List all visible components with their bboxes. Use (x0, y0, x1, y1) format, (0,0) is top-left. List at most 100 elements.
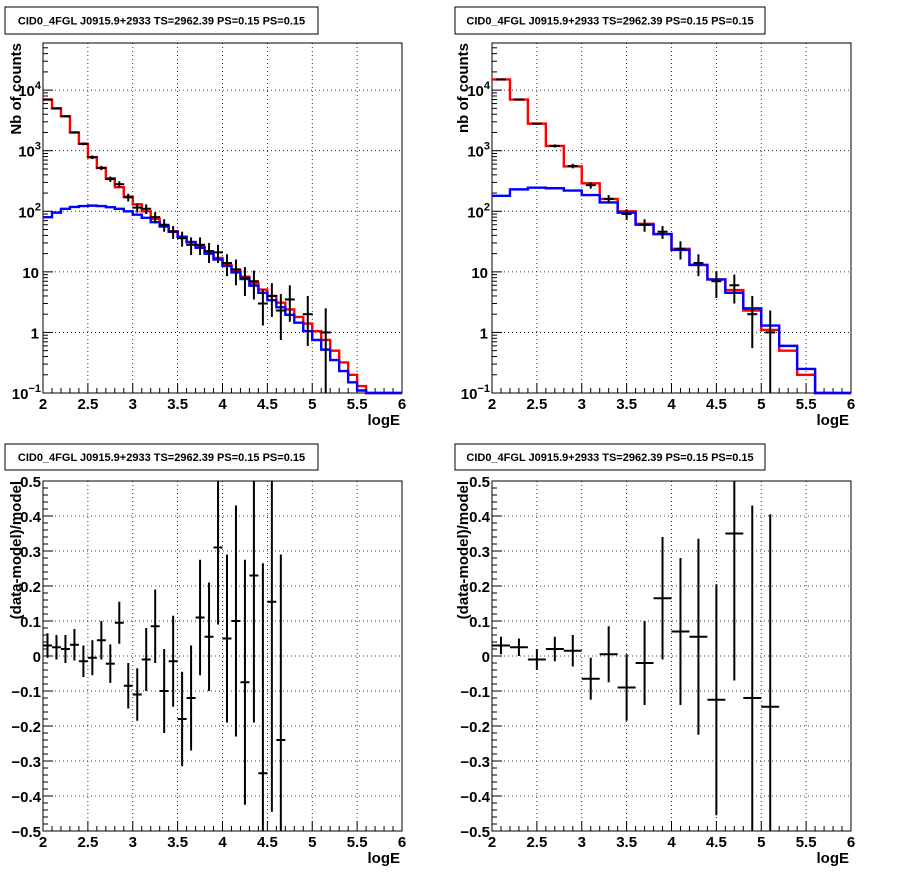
data-point (60, 635, 70, 663)
x-tick-label: 3 (578, 396, 586, 413)
data-point (267, 481, 277, 812)
data-point (531, 122, 542, 125)
y-tick-label: 0.5 (20, 474, 41, 491)
x-tick-label: 6 (398, 396, 406, 413)
x-tick-label: 2.5 (77, 396, 98, 413)
data-point (96, 621, 106, 660)
data-point (222, 554, 232, 723)
panel-title: CID0_4FGL J0915.9+2933 TS=2962.39 PS=0.1… (18, 452, 305, 464)
data-point (513, 98, 524, 101)
x-tick-label: 5 (757, 834, 765, 851)
data-point (248, 270, 259, 300)
y-axis-label: (data-model)/model (455, 481, 472, 619)
data-point (87, 640, 97, 676)
x-tick-label: 3.5 (616, 396, 637, 413)
y-tick-label: 1 (480, 325, 488, 342)
data-point (195, 559, 205, 676)
y-tick-label: 102 (467, 201, 490, 221)
data-point (123, 663, 133, 709)
x-tick-label: 5.5 (347, 834, 368, 851)
data-point (105, 176, 116, 182)
x-tick-label: 2 (39, 396, 47, 413)
data-point (204, 582, 214, 691)
data-point (230, 259, 241, 286)
y-tick-label: 10 (471, 265, 488, 282)
data-point (266, 283, 277, 317)
x-tick-label: 4.5 (706, 834, 727, 851)
data-point (639, 219, 650, 232)
data-point (603, 195, 614, 204)
data-point (42, 98, 53, 101)
y-axis-label: (data-model)/model (8, 481, 25, 619)
data-point (69, 629, 79, 661)
y-tick-label: 0.3 (20, 544, 41, 561)
x-tick-label: 3.5 (167, 834, 188, 851)
data-point (240, 559, 250, 805)
y-tick-label: 10−1 (461, 383, 490, 403)
data-point (96, 165, 107, 171)
series-line-1 (492, 186, 851, 395)
x-axis-ticks (491, 821, 852, 831)
x-tick-label: 4 (667, 396, 676, 413)
data-point (123, 193, 134, 202)
data-points (42, 98, 331, 393)
y-axis-label: Nb of counts (8, 43, 25, 135)
grid (43, 481, 402, 831)
x-axis-ticks (491, 383, 852, 393)
x-tick-label: 5.5 (347, 396, 368, 413)
x-tick-label: 6 (847, 834, 855, 851)
title-box (4, 6, 319, 35)
data-point (213, 481, 223, 625)
x-tick-label: 3.5 (616, 834, 637, 851)
title-box (454, 6, 766, 35)
data-point (621, 209, 632, 220)
data-point (675, 241, 686, 260)
data-point (302, 295, 313, 346)
data-point (87, 155, 98, 160)
data-point (635, 621, 654, 705)
data-point (186, 645, 196, 751)
y-tick-label: 0.2 (20, 579, 41, 596)
data-point (657, 226, 668, 239)
y-tick-label: 0.3 (469, 544, 490, 561)
data-point (132, 668, 142, 721)
data-point (725, 481, 744, 681)
data-point (653, 537, 672, 660)
y-tick-label: −0.1 (460, 684, 490, 701)
x-tick-label: 2.5 (526, 396, 547, 413)
panel-bl: CID0_4FGL J0915.9+2933 TS=2962.39 PS=0.1… (4, 443, 406, 867)
y-tick-label: −0.1 (11, 684, 41, 701)
y-axis-ticks (43, 480, 53, 832)
x-tick-label: 5 (757, 396, 765, 413)
data-point (78, 142, 89, 146)
title-box (4, 443, 319, 471)
panel-title: CID0_4FGL J0915.9+2933 TS=2962.39 PS=0.1… (466, 452, 753, 464)
y-tick-label: −0.3 (11, 754, 41, 771)
data-point (320, 308, 331, 393)
panel-title: CID0_4FGL J0915.9+2933 TS=2962.39 PS=0.1… (466, 16, 753, 28)
data-point (51, 635, 61, 660)
data-point (495, 78, 506, 81)
data-points (43, 481, 286, 831)
data-points (492, 481, 780, 831)
x-tick-label: 4 (218, 834, 227, 851)
x-tick-label: 2 (488, 396, 496, 413)
data-point (159, 219, 170, 232)
data-point (689, 538, 708, 735)
y-tick-label: 0.4 (20, 509, 42, 526)
x-tick-label: 3 (129, 396, 137, 413)
data-point (707, 584, 726, 816)
title-box (454, 443, 766, 471)
data-point (141, 204, 152, 215)
y-tick-label: −0.5 (11, 824, 41, 841)
data-point (545, 636, 564, 662)
y-tick-label: −0.5 (460, 824, 490, 841)
data-point (617, 654, 636, 721)
data-point (43, 633, 52, 658)
y-tick-label: 10 (22, 265, 39, 282)
x-tick-label: 4.5 (706, 396, 727, 413)
y-tick-label: −0.2 (460, 719, 490, 736)
x-axis-ticks (42, 383, 403, 393)
x-tick-label: 3 (578, 834, 586, 851)
data-point (761, 514, 780, 831)
